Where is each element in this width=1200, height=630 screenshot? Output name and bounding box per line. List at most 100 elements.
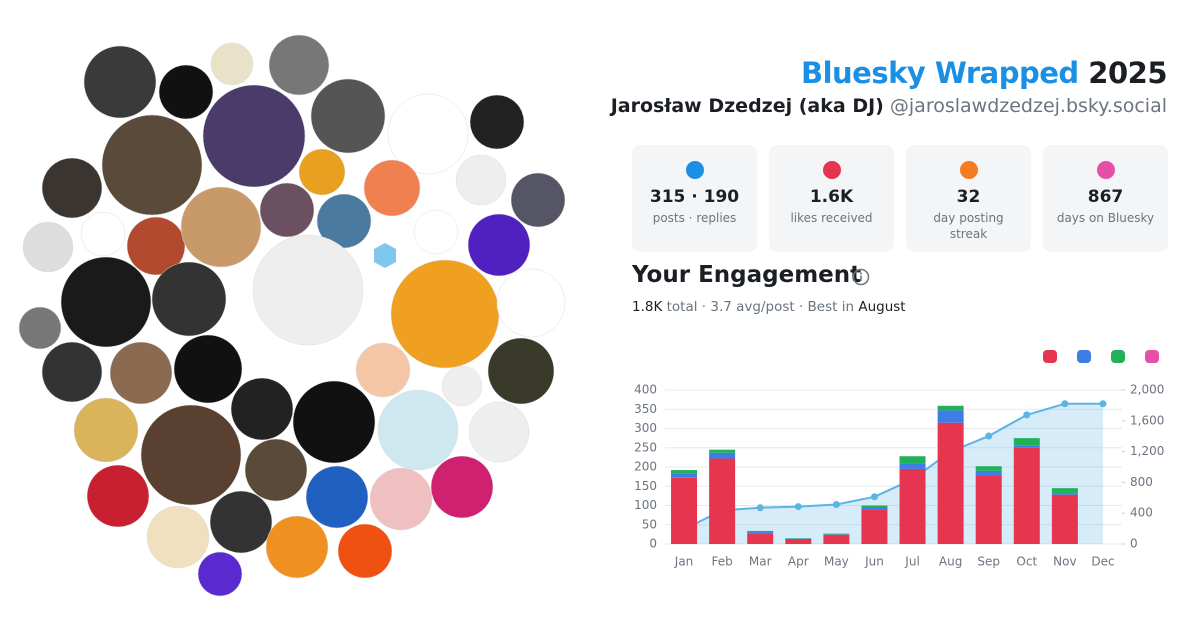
stat-icon	[960, 161, 978, 179]
icon-shape	[823, 161, 841, 179]
point	[870, 493, 878, 501]
info-icon[interactable]	[852, 268, 870, 286]
avatar	[413, 209, 459, 255]
bar	[899, 463, 926, 469]
avatar	[140, 404, 242, 506]
avatar	[210, 42, 254, 86]
avatar	[259, 182, 315, 238]
best-month: August	[858, 299, 906, 315]
avatar	[101, 114, 203, 216]
bar	[709, 449, 736, 453]
stat-card: 32 day posting streak	[906, 145, 1031, 252]
x-tick-label: Jan	[674, 555, 694, 569]
stat-label: likes received	[790, 211, 873, 225]
bar	[709, 458, 736, 544]
bar	[975, 470, 1002, 476]
avatar	[252, 234, 364, 346]
avatar	[41, 341, 103, 403]
bar	[671, 477, 698, 544]
chart: 0 50 100 150 200 250 300 350 400 0 400 800 1,200 1,60…	[634, 350, 1164, 569]
avatar	[487, 337, 555, 405]
stat-label: posts · replies	[652, 211, 737, 225]
line	[683, 402, 1103, 531]
avatar	[265, 515, 329, 579]
x-tick-label: Sep	[977, 555, 1000, 569]
bar	[861, 507, 888, 510]
avatar-cloud	[18, 34, 566, 597]
legend-icon	[1111, 350, 1125, 363]
bar	[861, 505, 888, 508]
stat-card: 315 · 190 posts · replies	[632, 145, 757, 252]
user-line: Jarosław Dzedzej (aka DJ) @jaroslawdzedz…	[611, 95, 1167, 117]
bar	[823, 533, 850, 535]
bar	[861, 509, 888, 544]
stat-label: day posting streak	[933, 211, 1004, 241]
y-tick-label: 100	[634, 498, 657, 512]
avatar	[305, 465, 369, 529]
point	[1061, 400, 1069, 408]
y-tick-label: 250	[634, 440, 657, 454]
summary-text: total · 3.7 avg/post · Best in	[666, 299, 855, 315]
title: Bluesky Wrapped 2025	[800, 56, 1168, 90]
engagement-summary: 1.8K total · 3.7 avg/post · Best in Augu…	[632, 299, 906, 315]
bar	[1013, 447, 1040, 544]
x-tick-label: Aug	[939, 555, 962, 569]
brand: Bluesky Wrapped	[800, 56, 1079, 90]
bar	[899, 456, 926, 464]
avatar	[126, 216, 186, 276]
avatar	[387, 93, 469, 175]
avatar	[209, 490, 273, 554]
avatar	[202, 84, 306, 188]
avatar	[292, 380, 376, 464]
area	[684, 403, 1103, 544]
y-tick-label: 150	[634, 479, 657, 493]
bar	[937, 410, 964, 423]
year: 2025	[1088, 56, 1167, 90]
avatar	[158, 64, 214, 120]
bar	[1013, 445, 1040, 448]
avatar	[316, 193, 372, 249]
avatar	[455, 154, 507, 206]
avatar	[173, 334, 243, 404]
avatar	[268, 34, 330, 96]
avatar	[298, 148, 346, 196]
x-tick-label: Feb	[712, 555, 733, 569]
avatar	[60, 256, 152, 348]
avatar	[83, 45, 157, 119]
y-tick-label: 400	[634, 383, 657, 397]
icon-shape	[1097, 161, 1115, 179]
stat-icon	[1097, 161, 1115, 179]
point	[794, 503, 802, 511]
bar	[975, 466, 1002, 471]
bar	[785, 538, 812, 544]
stat-card: 867 days on Bluesky	[1043, 145, 1168, 252]
avatar	[469, 94, 525, 150]
avatar	[244, 438, 308, 502]
avatar	[230, 377, 294, 441]
user-handle: @jaroslawdzedzej.bsky.social	[889, 95, 1167, 117]
y2-tick-label: 1,200	[1130, 444, 1164, 458]
stat-icon	[686, 161, 704, 179]
icon-shape	[686, 161, 704, 179]
bar	[671, 470, 698, 474]
y-tick-label: 200	[634, 460, 657, 474]
y2-tick-label: 800	[1130, 475, 1153, 489]
point	[1099, 400, 1107, 408]
stat-value: 315 · 190	[649, 187, 740, 207]
avatar	[180, 186, 262, 268]
avatar	[109, 341, 173, 405]
user-name: Jarosław Dzedzej (aka DJ)	[610, 95, 884, 117]
x-tick-label: Oct	[1016, 555, 1037, 569]
avatar	[430, 455, 494, 519]
point	[1023, 411, 1031, 419]
y-tick-label: 350	[634, 402, 657, 416]
stat-value: 867	[1087, 187, 1124, 207]
bar	[899, 468, 926, 544]
x-tick-label: Apr	[788, 555, 809, 569]
stat-value: 1.6K	[809, 187, 854, 207]
avatar	[18, 306, 62, 350]
bar	[1051, 493, 1078, 495]
y2-tick-label: 0	[1130, 537, 1138, 551]
legend-icon	[1077, 350, 1091, 363]
